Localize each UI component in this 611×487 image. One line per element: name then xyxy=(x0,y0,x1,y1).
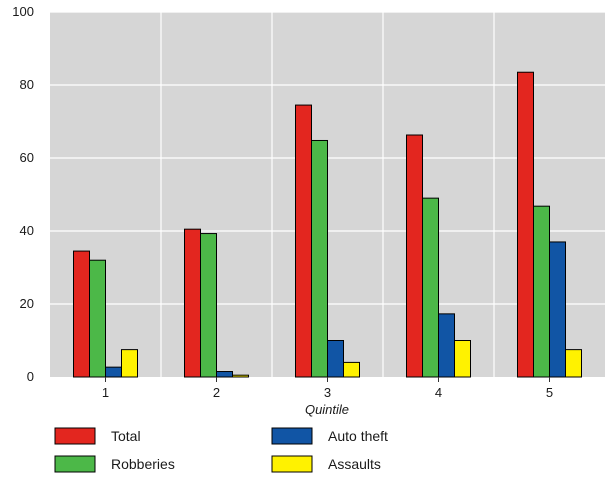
bar-assaults-q3 xyxy=(343,361,360,378)
x-axis-title: Quintile xyxy=(305,402,349,417)
bar-assaults-q2 xyxy=(232,374,249,378)
legend-swatch-robberies xyxy=(54,455,96,473)
y-axis-ticks: 0 20 40 60 80 100 xyxy=(12,4,34,384)
bar-robberies-q3 xyxy=(311,139,328,378)
x-axis-ticks: 1 2 3 4 5 xyxy=(102,377,553,400)
bar-robberies-q5 xyxy=(533,205,550,378)
bar-total-q2 xyxy=(184,228,201,378)
legend-swatch-assaults xyxy=(271,455,313,473)
bar-total-q3 xyxy=(295,104,312,378)
x-tick-label: 2 xyxy=(213,385,220,400)
bar-auto-theft-q1 xyxy=(105,366,122,378)
y-tick-label: 80 xyxy=(20,77,34,92)
bar-total-q4 xyxy=(406,134,423,378)
legend-label-auto-theft: Auto theft xyxy=(328,428,388,444)
bar-auto-theft-q3 xyxy=(327,340,344,378)
bar-total-q1 xyxy=(73,250,90,378)
bar-auto-theft-q4 xyxy=(438,313,455,378)
bar-auto-theft-q2 xyxy=(216,371,233,378)
y-tick-label: 60 xyxy=(20,150,34,165)
y-tick-label: 100 xyxy=(12,4,34,19)
y-tick-label: 20 xyxy=(20,296,34,311)
x-tick-label: 4 xyxy=(435,385,442,400)
legend-swatch-total xyxy=(54,427,96,445)
bar-robberies-q1 xyxy=(89,259,106,378)
legend-label-total: Total xyxy=(111,428,141,444)
bar-auto-theft-q5 xyxy=(549,241,566,378)
legend-label-robberies: Robberies xyxy=(111,456,175,472)
x-tick-label: 1 xyxy=(102,385,109,400)
y-tick-label: 40 xyxy=(20,223,34,238)
legend-label-assaults: Assaults xyxy=(328,456,381,472)
bar-robberies-q4 xyxy=(422,197,439,378)
bar-assaults-q4 xyxy=(454,340,471,378)
x-tick-label: 3 xyxy=(324,385,331,400)
bars-group xyxy=(73,71,582,378)
bar-assaults-q5 xyxy=(565,349,582,378)
legend-swatch-auto-theft xyxy=(271,427,313,445)
legend: Total Robberies Auto theft Assaults xyxy=(54,427,388,473)
y-tick-label: 0 xyxy=(27,369,34,384)
x-tick-label: 5 xyxy=(546,385,553,400)
bar-robberies-q2 xyxy=(200,233,217,378)
bar-total-q5 xyxy=(517,71,534,378)
bar-assaults-q1 xyxy=(121,349,138,378)
